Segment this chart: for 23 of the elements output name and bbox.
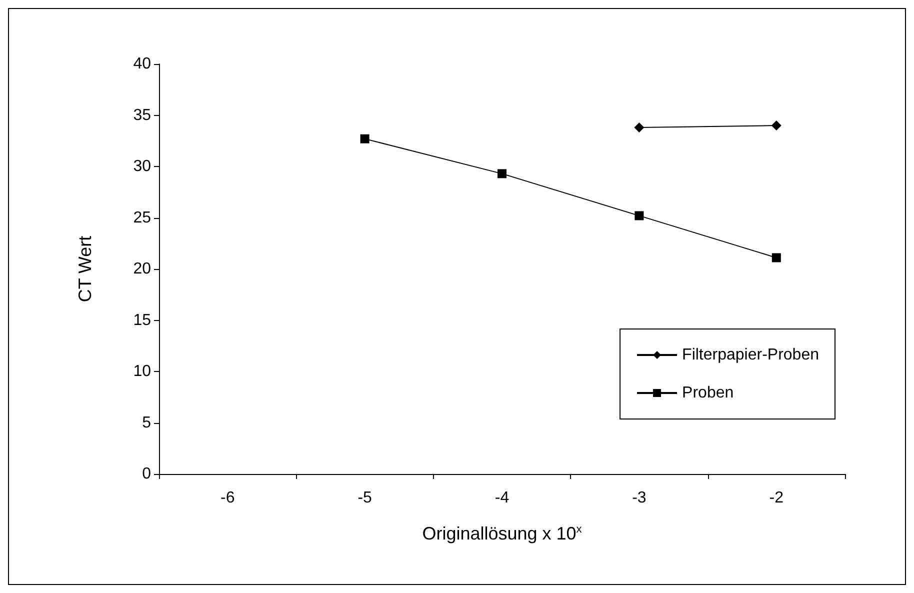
- y-tick-label: 30: [133, 158, 152, 175]
- point: [634, 211, 644, 220]
- x-tick-label: -3: [632, 490, 646, 506]
- point: [772, 253, 781, 262]
- y-tick-label: 15: [133, 312, 152, 329]
- y-tick-label: 25: [133, 209, 152, 226]
- x-tick-label: -5: [358, 490, 372, 506]
- point: [634, 122, 644, 133]
- x-tick-label: -4: [494, 490, 510, 506]
- y-tick-label: 5: [142, 414, 152, 432]
- y-tick-label: 35: [133, 106, 152, 124]
- x-tick-label: -2: [769, 490, 784, 506]
- y-tick-label: 40: [133, 56, 152, 72]
- point: [498, 169, 506, 178]
- point: [360, 134, 370, 144]
- y-tick-label: 20: [133, 260, 152, 278]
- legend-label: Proben: [682, 384, 734, 402]
- y-tick-label: 10: [133, 363, 152, 380]
- point: [771, 120, 782, 130]
- y-axis-title: CT Wert: [75, 236, 95, 302]
- legend-label: Filterpapier-Proben: [682, 346, 819, 364]
- y-tick-label: 0: [142, 466, 152, 482]
- x-tick-label: -6: [220, 490, 235, 506]
